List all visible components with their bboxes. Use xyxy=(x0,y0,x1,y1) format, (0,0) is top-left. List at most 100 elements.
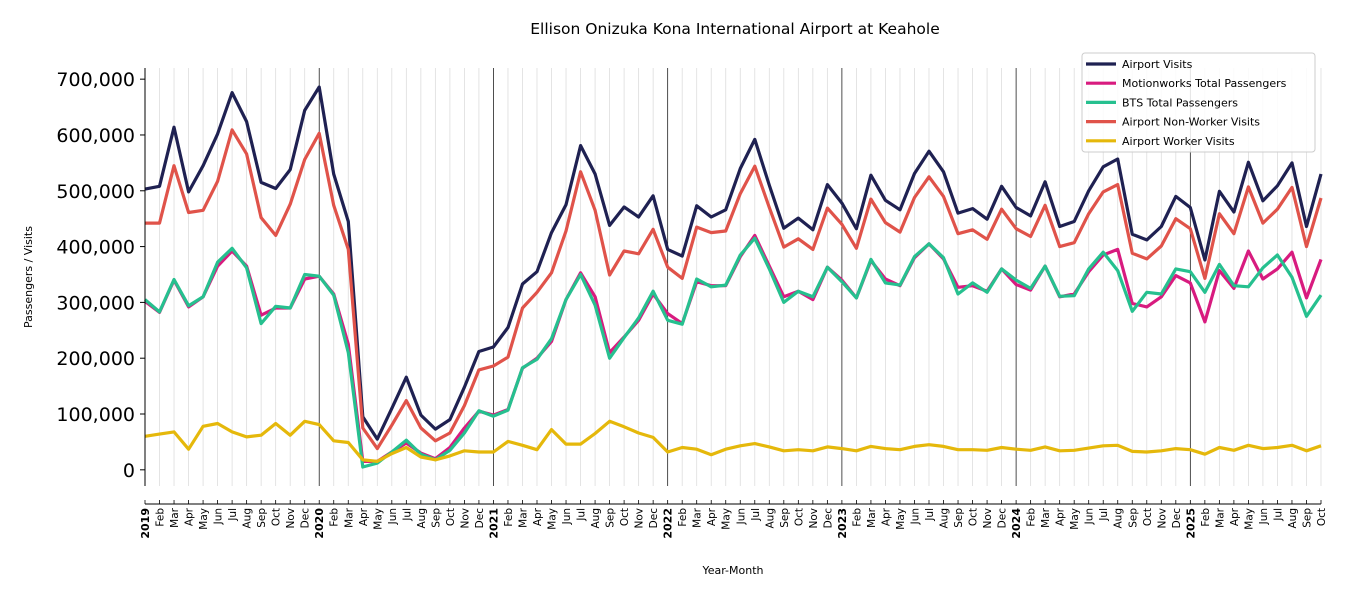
x-tick-label: 2021 xyxy=(487,508,500,539)
x-tick-label: May xyxy=(1243,508,1255,530)
x-tick-label: Oct xyxy=(793,508,805,526)
axes: 2019 Feb Mar Apr May Jun Jul Aug Sep Oct Nov Dec 202… xyxy=(56,68,1328,539)
x-tick-label: Apr xyxy=(184,507,196,526)
x-tick-label: Mar xyxy=(866,507,878,527)
x-tick-label: Nov xyxy=(1156,508,1168,529)
x-tick-label: Sep xyxy=(953,508,965,528)
x-tick-label: May xyxy=(1069,508,1081,530)
x-tick-label: Dec xyxy=(1171,508,1183,529)
x-tick-label: Aug xyxy=(416,508,428,529)
x-tick-label: 2020 xyxy=(313,508,326,539)
x-tick-label: Dec xyxy=(474,508,486,529)
x-tick-label: Jul xyxy=(750,508,762,522)
x-tick-label: Mar xyxy=(517,507,529,527)
x-tick-label: Apr xyxy=(880,507,892,526)
x-tick-label: Oct xyxy=(271,508,283,526)
y-tick-label: 400,000 xyxy=(56,237,135,259)
x-tick-label: Nov xyxy=(285,508,297,529)
x-tick-label: Jul xyxy=(401,508,413,522)
x-tick-label: 2022 xyxy=(662,508,675,539)
x-tick-label: May xyxy=(372,508,384,530)
x-tick-label: Sep xyxy=(430,508,442,528)
y-tick-label: 200,000 xyxy=(56,348,135,370)
series-line-bts-total-passengers xyxy=(143,236,1323,469)
x-tick-label: Feb xyxy=(677,508,689,527)
x-tick-label: Feb xyxy=(1026,508,1038,527)
x-tick-label: Jun xyxy=(387,508,399,525)
x-tick-label: May xyxy=(547,508,559,530)
x-tick-label: Mar xyxy=(1040,507,1052,527)
series-line-airport-worker-visits xyxy=(144,419,1322,463)
x-tick-label: 2024 xyxy=(1010,508,1023,539)
x-tick-label: Jul xyxy=(1098,508,1110,522)
x-tick-label: Jun xyxy=(1084,508,1096,525)
x-axis-label: Year-Month xyxy=(701,564,763,577)
x-tick-label: Sep xyxy=(1301,508,1313,528)
x-tick-label: Aug xyxy=(1287,508,1299,529)
x-tick-label: Aug xyxy=(764,508,776,529)
y-axis-label: Passengers / Visits xyxy=(22,226,35,328)
x-tick-label: Aug xyxy=(939,508,951,529)
x-tick-label: Dec xyxy=(997,508,1009,529)
x-tick-label: Dec xyxy=(300,508,312,529)
series-line-airport-non-worker-visits xyxy=(145,128,1323,451)
x-tick-label: Sep xyxy=(256,508,268,528)
chart-title: Ellison Onizuka Kona International Airpo… xyxy=(530,20,939,38)
legend: Airport Visits Motionworks Total Passenge… xyxy=(1081,52,1316,153)
y-tick-label: 700,000 xyxy=(56,69,135,91)
x-tick-label: Aug xyxy=(242,508,254,529)
x-tick-label: Aug xyxy=(1113,508,1125,529)
legend-label: Airport Visits xyxy=(1122,58,1193,71)
legend-label: BTS Total Passengers xyxy=(1122,96,1238,109)
x-tick-label: May xyxy=(198,508,210,530)
legend-label: Airport Worker Visits xyxy=(1122,135,1235,148)
x-tick-label: Jul xyxy=(1272,508,1284,522)
series-line-airport-visits xyxy=(144,85,1323,441)
x-tick-label: 2025 xyxy=(1184,508,1197,539)
x-tick-label: Jun xyxy=(1258,508,1270,525)
x-tick-label: Oct xyxy=(445,508,457,526)
x-tick-label: Oct xyxy=(968,508,980,526)
x-tick-label: Oct xyxy=(619,508,631,526)
x-tick-label: Feb xyxy=(1200,508,1212,527)
x-tick-label: Nov xyxy=(634,508,646,529)
x-tick-label: Feb xyxy=(329,508,341,527)
x-tick-label: Jun xyxy=(735,508,747,525)
x-tick-label: Jul xyxy=(924,508,936,522)
x-tick-label: Mar xyxy=(343,507,355,527)
x-tick-label: Jun xyxy=(561,508,573,525)
x-tick-label: Nov xyxy=(808,508,820,529)
x-tick-label: Dec xyxy=(648,508,660,529)
x-tick-label: Mar xyxy=(1214,507,1226,527)
x-tick-label: Aug xyxy=(590,508,602,529)
x-tick-label: Nov xyxy=(982,508,994,529)
legend-box xyxy=(1081,52,1316,153)
x-tick-label: Sep xyxy=(605,508,617,528)
x-tick-label: Jul xyxy=(227,508,239,522)
x-tick-label: Oct xyxy=(1142,508,1154,526)
x-tick-label: Nov xyxy=(459,508,471,529)
x-tick-label: Mar xyxy=(692,507,704,527)
y-tick-label: 0 xyxy=(123,460,135,482)
x-tick-label: Feb xyxy=(155,508,167,527)
y-tick-label: 600,000 xyxy=(56,125,135,147)
x-tick-label: Jul xyxy=(576,508,588,522)
x-tick-label: Apr xyxy=(532,507,544,526)
x-tick-label: Apr xyxy=(358,507,370,526)
x-tick-label: Sep xyxy=(1127,508,1139,528)
x-tick-label: Oct xyxy=(1316,508,1328,526)
x-tick-label: Apr xyxy=(706,507,718,526)
x-tick-label: Sep xyxy=(779,508,791,528)
y-tick-label: 500,000 xyxy=(56,181,135,203)
y-tick-label: 300,000 xyxy=(56,292,135,314)
x-tick-label: May xyxy=(721,508,733,530)
x-tick-label: May xyxy=(895,508,907,530)
legend-label: Airport Non-Worker Visits xyxy=(1122,116,1260,129)
legend-label: Motionworks Total Passengers xyxy=(1122,77,1287,90)
x-tick-label: Apr xyxy=(1055,507,1067,526)
x-tick-label: Feb xyxy=(851,508,863,527)
x-tick-label: 2019 xyxy=(139,508,152,539)
x-tick-label: Feb xyxy=(503,508,515,527)
y-tick-label: 100,000 xyxy=(56,404,135,426)
